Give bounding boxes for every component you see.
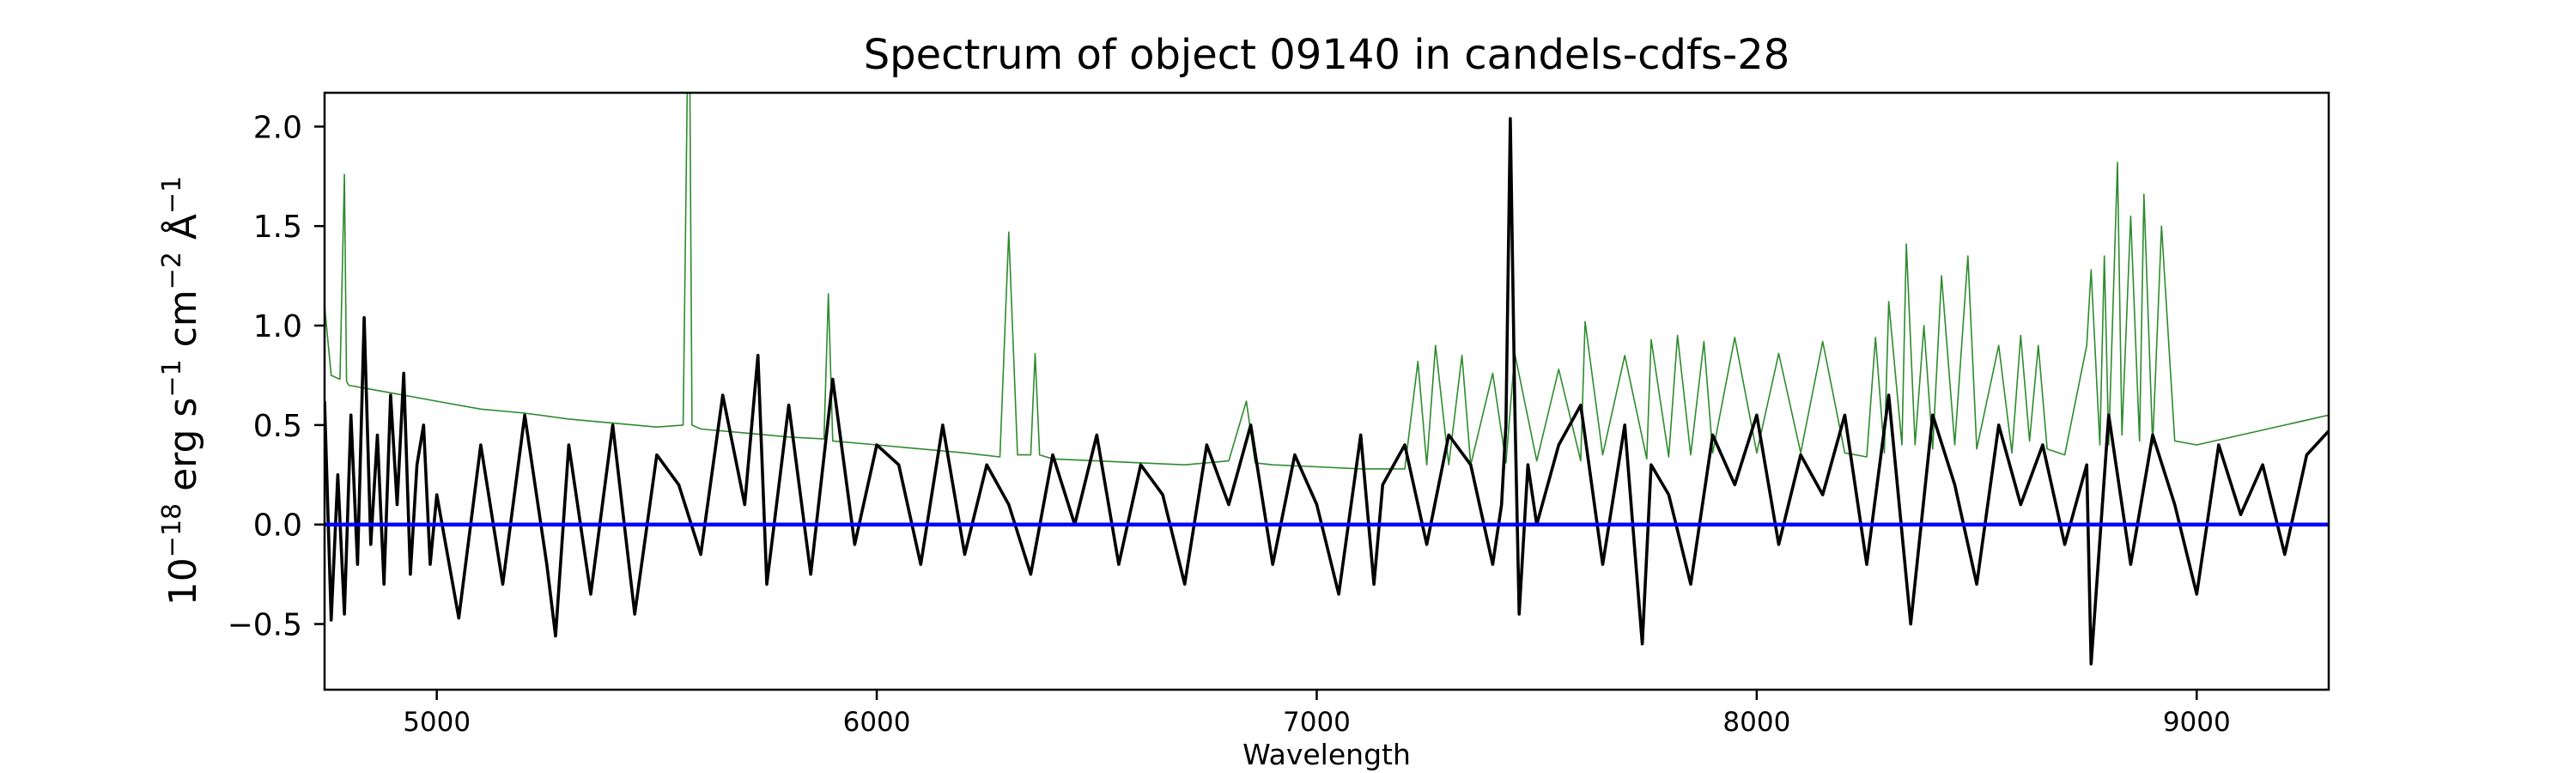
flux-series-line	[325, 117, 2329, 666]
y-tick-label: −0.5	[228, 608, 302, 643]
y-label-base: 10	[161, 557, 205, 606]
x-axis-label: Wavelength	[1242, 738, 1411, 771]
y-label-exp: −18	[157, 503, 187, 557]
y-tick-label: 0.5	[253, 409, 302, 444]
y-axis: −0.5 0.0 0.5 1.0 1.5 2.0	[228, 110, 325, 643]
x-tick-label: 5000	[403, 707, 471, 738]
y-tick-label: 1.0	[253, 309, 302, 344]
x-axis: 5000 6000 7000 8000 9000	[403, 690, 2231, 738]
y-tick-label: 2.0	[253, 110, 302, 145]
y-label-unit-cm: cm	[161, 289, 205, 359]
y-label-exp-s: −1	[157, 359, 187, 397]
y-tick-label: 0.0	[253, 508, 302, 544]
y-tick-label: 1.5	[253, 210, 302, 245]
x-tick-label: 6000	[843, 707, 911, 738]
y-label-unit-a: Å	[160, 214, 205, 252]
x-tick-label: 9000	[2163, 707, 2231, 738]
chart-title: Spectrum of object 09140 in candels-cdfs…	[864, 31, 1790, 79]
plot-frame	[323, 91, 2330, 691]
y-axis-label: 10−18 erg s−1 cm−2 Å−1	[157, 176, 205, 606]
y-label-exp-a: −1	[157, 176, 187, 214]
series-layer	[325, 93, 2329, 666]
y-label-unit-erg: erg s	[161, 398, 205, 503]
x-tick-label: 8000	[1722, 707, 1790, 738]
x-tick-label: 7000	[1283, 707, 1351, 738]
y-label-exp-cm: −2	[157, 252, 187, 289]
noise-series-line	[325, 93, 2329, 470]
